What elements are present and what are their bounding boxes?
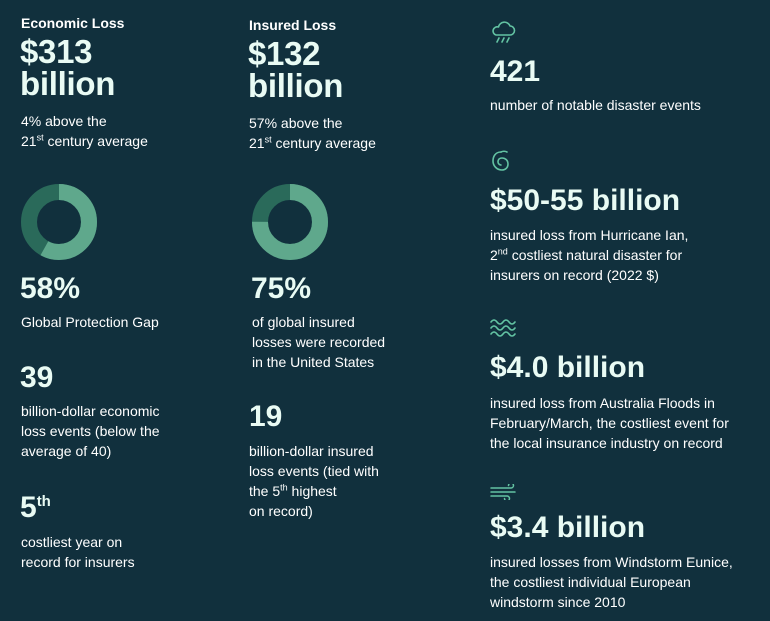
us-share-line1: of global insured bbox=[252, 314, 355, 330]
insured-events-value: 19 bbox=[249, 400, 283, 433]
us-share-value: 75% bbox=[251, 272, 312, 305]
flood-waves-icon bbox=[490, 319, 516, 337]
economic-loss-label: Economic Loss bbox=[21, 15, 125, 31]
rank-ordinal: th bbox=[36, 493, 51, 510]
hurricane-ian-line2: 2nd costliest natural disaster for bbox=[490, 245, 688, 265]
rank-ordinal: nd bbox=[497, 246, 508, 257]
century-number: 21 bbox=[21, 133, 37, 149]
insured-loss-amount: $132 bbox=[248, 35, 321, 72]
us-share-line2: losses were recorded bbox=[252, 334, 386, 350]
hurricane-ian-line3: insurers on record (2022 $) bbox=[490, 267, 659, 283]
rank-number: 2 bbox=[490, 247, 498, 263]
insured-loss-label: Insured Loss bbox=[249, 17, 337, 33]
insured-events-line1: billion-dollar insured bbox=[249, 443, 374, 459]
rank-ordinal: th bbox=[280, 482, 288, 493]
insured-events-line2: loss events (tied with bbox=[249, 463, 379, 479]
australia-floods-line2: February/March, the costliest event for bbox=[490, 415, 729, 431]
century-text: century average bbox=[271, 135, 376, 151]
economic-events-line2: loss events (below the bbox=[21, 423, 160, 439]
insured-loss-unit: billion bbox=[248, 67, 344, 104]
windstorm-eunice-line3: windstorm since 2010 bbox=[490, 594, 626, 610]
windstorm-eunice-description: insured losses from Windstorm Eunice, th… bbox=[490, 552, 733, 612]
costliest-rank-description: costliest year on record for insurers bbox=[21, 532, 135, 572]
australia-floods-line1: insured loss from Australia Floods in bbox=[490, 395, 715, 411]
wind-icon bbox=[490, 484, 516, 500]
economic-events-line3: average of 40) bbox=[21, 443, 112, 459]
century-ordinal: st bbox=[264, 134, 272, 145]
economic-loss-note-line2: 21st century average bbox=[21, 131, 148, 151]
economic-loss-value: $313 billion bbox=[20, 33, 116, 102]
economic-loss-amount: $313 bbox=[20, 33, 93, 70]
protection-gap-donut bbox=[21, 184, 97, 260]
donut-fill bbox=[252, 184, 328, 260]
insured-events-description: billion-dollar insured loss events (tied… bbox=[249, 441, 379, 521]
australia-floods-description: insured loss from Australia Floods in Fe… bbox=[490, 393, 729, 453]
costliest-rank-value: 5th bbox=[20, 492, 51, 524]
rank-number: 5 bbox=[20, 491, 37, 524]
rank-line1: costliest year on bbox=[21, 534, 123, 550]
australia-floods-value: $4.0 billion bbox=[490, 351, 646, 384]
economic-loss-note-line1: 4% above the bbox=[21, 113, 107, 129]
insured-loss-note-line2: 21st century average bbox=[249, 133, 376, 153]
economic-events-description: billion-dollar economic loss events (bel… bbox=[21, 401, 160, 461]
us-share-line3: in the United States bbox=[252, 354, 375, 370]
windstorm-eunice-value: $3.4 billion bbox=[490, 511, 646, 544]
windstorm-eunice-line1: insured losses from Windstorm Eunice, bbox=[490, 554, 733, 570]
disaster-events-value: 421 bbox=[490, 55, 541, 88]
insured-loss-note: 57% above the 21st century average bbox=[249, 113, 376, 153]
economic-loss-note: 4% above the 21st century average bbox=[21, 111, 148, 151]
economic-events-value: 39 bbox=[20, 361, 54, 394]
rank-suffix: highest bbox=[287, 483, 337, 499]
us-share-donut bbox=[252, 184, 328, 260]
donut-fill bbox=[21, 184, 97, 260]
protection-gap-label: Global Protection Gap bbox=[21, 314, 159, 330]
century-text: century average bbox=[43, 133, 148, 149]
hurricane-ian-line1: insured loss from Hurricane Ian, bbox=[490, 227, 689, 243]
rank-line2: record for insurers bbox=[21, 554, 135, 570]
rank-text: the 5 bbox=[249, 483, 281, 499]
century-number: 21 bbox=[249, 135, 265, 151]
hurricane-ian-description: insured loss from Hurricane Ian, 2nd cos… bbox=[490, 225, 688, 285]
economic-events-line1: billion-dollar economic bbox=[21, 403, 160, 419]
century-ordinal: st bbox=[36, 132, 44, 143]
rank-text: costliest natural disaster for bbox=[507, 247, 683, 263]
disaster-events-description: number of notable disaster events bbox=[490, 97, 701, 113]
australia-floods-line3: the local insurance industry on record bbox=[490, 435, 723, 451]
us-share-description: of global insured losses were recorded i… bbox=[252, 312, 385, 372]
insured-events-line3: the 5th highest bbox=[249, 481, 379, 501]
hurricane-ian-value: $50-55 billion bbox=[490, 184, 681, 217]
insured-loss-value: $132 billion bbox=[248, 35, 344, 104]
insured-events-line4: on record) bbox=[249, 503, 313, 519]
insured-loss-note-line1: 57% above the bbox=[249, 115, 343, 131]
economic-loss-unit: billion bbox=[20, 65, 116, 102]
hurricane-icon bbox=[492, 150, 509, 171]
protection-gap-value: 58% bbox=[20, 272, 81, 305]
windstorm-eunice-line2: the costliest individual European bbox=[490, 574, 691, 590]
storm-cloud-icon bbox=[492, 21, 516, 43]
